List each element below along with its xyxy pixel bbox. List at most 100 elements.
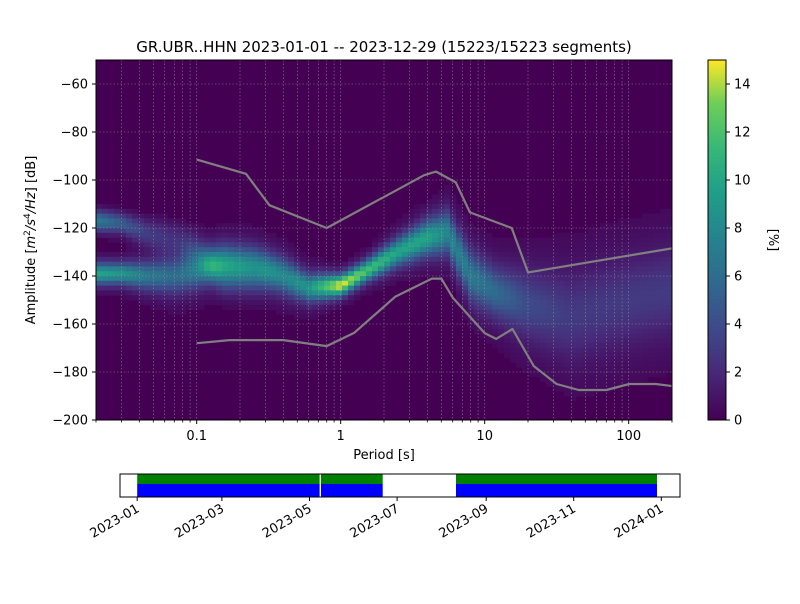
density-cell bbox=[354, 266, 361, 272]
density-cell bbox=[606, 232, 613, 238]
density-cell bbox=[240, 223, 247, 229]
density-cell bbox=[438, 242, 445, 248]
density-cell bbox=[564, 276, 571, 282]
density-cell bbox=[576, 285, 583, 291]
density-cell bbox=[564, 381, 571, 387]
density-cell bbox=[396, 223, 403, 229]
density-cell bbox=[570, 285, 577, 291]
density-cell bbox=[552, 309, 559, 315]
density-cell bbox=[450, 276, 457, 282]
density-cell bbox=[594, 290, 601, 296]
density-cell bbox=[528, 276, 535, 282]
density-cell bbox=[474, 232, 481, 238]
density-cell bbox=[552, 266, 559, 272]
density-cell bbox=[510, 252, 517, 258]
density-cell bbox=[480, 290, 487, 296]
density-cell bbox=[138, 261, 145, 267]
density-cell bbox=[168, 304, 175, 310]
density-cell bbox=[444, 228, 451, 234]
density-cell bbox=[264, 290, 271, 296]
density-cell bbox=[150, 295, 157, 301]
density-cell bbox=[594, 237, 601, 243]
density-cell bbox=[228, 304, 235, 310]
density-cell bbox=[498, 328, 505, 334]
density-cell bbox=[210, 247, 217, 253]
density-cell bbox=[630, 328, 637, 334]
density-cell bbox=[654, 372, 661, 378]
density-cell bbox=[630, 242, 637, 248]
density-cell bbox=[504, 266, 511, 272]
density-cell bbox=[462, 271, 469, 277]
density-cell bbox=[114, 252, 121, 258]
density-cell bbox=[654, 218, 661, 224]
density-cell bbox=[618, 348, 625, 354]
density-cell bbox=[102, 218, 109, 224]
density-cell bbox=[648, 300, 655, 306]
density-cell bbox=[570, 357, 577, 363]
density-cell bbox=[114, 228, 121, 234]
density-cell bbox=[624, 247, 631, 253]
density-cell bbox=[570, 328, 577, 334]
density-cell bbox=[150, 266, 157, 272]
density-cell bbox=[564, 319, 571, 325]
density-cell bbox=[102, 266, 109, 272]
density-cell bbox=[306, 276, 313, 282]
density-cell bbox=[306, 271, 313, 277]
density-cell bbox=[444, 184, 451, 190]
density-cell bbox=[660, 261, 667, 267]
density-cell bbox=[624, 304, 631, 310]
density-cell bbox=[630, 290, 637, 296]
density-cell bbox=[576, 348, 583, 354]
density-cell bbox=[330, 271, 337, 277]
density-cell bbox=[492, 276, 499, 282]
density-cell bbox=[594, 376, 601, 382]
density-cell bbox=[624, 357, 631, 363]
density-cell bbox=[516, 357, 523, 363]
density-cell bbox=[612, 223, 619, 229]
density-cell bbox=[402, 271, 409, 277]
density-cell bbox=[474, 271, 481, 277]
density-cell bbox=[630, 280, 637, 286]
density-cell bbox=[162, 271, 169, 277]
density-cell bbox=[312, 271, 319, 277]
density-cell bbox=[120, 271, 127, 277]
density-cell bbox=[630, 261, 637, 267]
density-cell bbox=[540, 237, 547, 243]
density-cell bbox=[582, 276, 589, 282]
density-cell bbox=[186, 228, 193, 234]
density-cell bbox=[450, 256, 457, 262]
density-cell bbox=[582, 328, 589, 334]
density-cell bbox=[522, 256, 529, 262]
density-cell bbox=[216, 290, 223, 296]
density-cell bbox=[138, 266, 145, 272]
density-cell bbox=[576, 276, 583, 282]
density-cell bbox=[606, 295, 613, 301]
density-cell bbox=[516, 242, 523, 248]
density-cell bbox=[462, 213, 469, 219]
density-cell bbox=[636, 300, 643, 306]
density-cell bbox=[528, 333, 535, 339]
density-cell bbox=[666, 328, 672, 334]
density-cell bbox=[666, 319, 672, 325]
density-cell bbox=[516, 309, 523, 315]
density-cell bbox=[222, 261, 229, 267]
density-cell bbox=[390, 232, 397, 238]
density-cell bbox=[270, 280, 277, 286]
density-cell bbox=[576, 338, 583, 344]
density-cell bbox=[186, 266, 193, 272]
density-cell bbox=[570, 338, 577, 344]
density-cell bbox=[540, 367, 547, 373]
density-cell bbox=[276, 290, 283, 296]
density-cell bbox=[582, 319, 589, 325]
density-cell bbox=[402, 232, 409, 238]
density-cell bbox=[642, 333, 649, 339]
density-cell bbox=[444, 271, 451, 277]
density-cell bbox=[132, 261, 139, 267]
density-cell bbox=[252, 271, 259, 277]
density-cell bbox=[570, 300, 577, 306]
density-cell bbox=[108, 204, 115, 210]
density-cell bbox=[336, 285, 343, 291]
density-cell bbox=[648, 256, 655, 262]
density-cell bbox=[534, 309, 541, 315]
density-cell bbox=[564, 266, 571, 272]
